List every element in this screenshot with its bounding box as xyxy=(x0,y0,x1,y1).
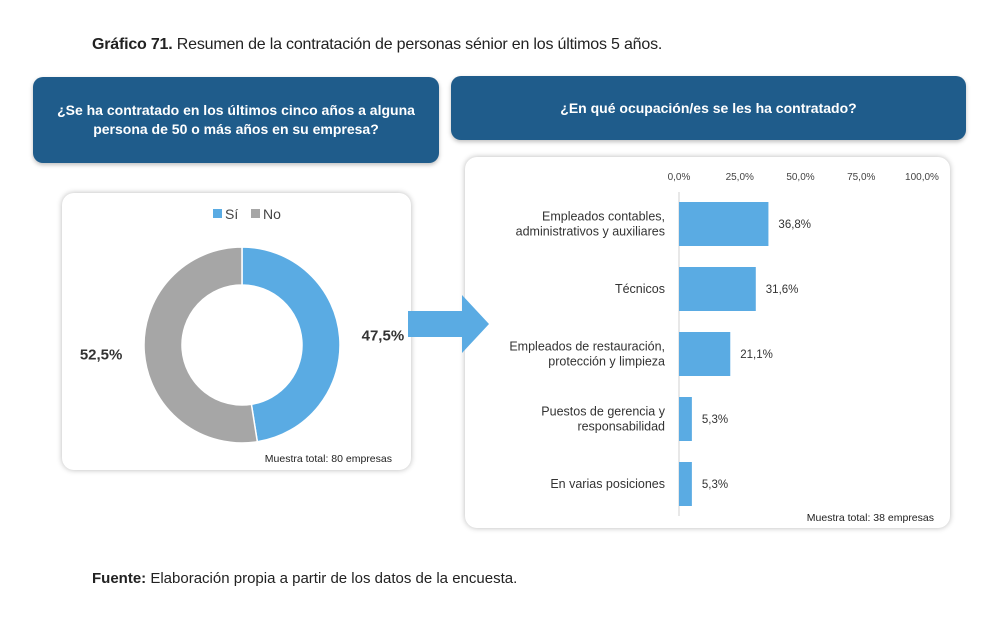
left-question-line-2: persona de 50 o más años en su empresa? xyxy=(93,121,379,137)
bar xyxy=(679,462,692,506)
bar-category-label-line: administrativos y auxiliares xyxy=(516,225,665,239)
bar-category-label: En varias posiciones xyxy=(550,477,665,491)
bar xyxy=(679,202,769,246)
donut-slice-no xyxy=(143,246,259,444)
legend-label-si: Sí xyxy=(225,206,238,222)
bar xyxy=(679,397,692,441)
bar-category-label-line: Empleados contables, xyxy=(542,210,665,224)
bar-value-labels: 36,8% 31,6% 21,1% 5,3% 5,3% xyxy=(702,219,811,491)
bar-value-label: 5,3% xyxy=(702,414,728,426)
right-question-text: ¿En qué ocupación/es se les ha contratad… xyxy=(560,99,857,116)
figure-title-text: Resumen de la contratación de personas s… xyxy=(176,36,663,53)
flow-arrow-icon xyxy=(408,295,489,353)
source-note: Fuente: Elaboración propia a partir de l… xyxy=(92,570,517,587)
right-question-banner: ¿En qué ocupación/es se les ha contratad… xyxy=(451,76,966,140)
x-tick-label: 75,0% xyxy=(847,172,875,183)
bar-category-label-line: Puestos de gerencia y xyxy=(541,405,665,419)
legend-label-no: No xyxy=(263,206,281,222)
donut-slice-si xyxy=(241,246,341,443)
legend-swatch-si xyxy=(213,209,222,218)
bar-x-axis-ticks: 0,0% 25,0% 50,0% 75,0% 100,0% xyxy=(668,172,939,183)
x-tick-label: 50,0% xyxy=(786,172,814,183)
figure-label: Gráfico 71. xyxy=(92,36,173,53)
donut-value-label-si: 47,5% xyxy=(362,328,405,345)
x-tick-label: 100,0% xyxy=(905,172,939,183)
source-text: Elaboración propia a partir de los datos… xyxy=(150,570,518,587)
bar-category-label-line: protección y limpieza xyxy=(548,355,665,369)
bar-value-label: 21,1% xyxy=(740,349,773,361)
donut-sample-note: Muestra total: 80 empresas xyxy=(265,453,392,465)
bar-series xyxy=(679,202,769,506)
bar-category-label-line: Empleados de restauración, xyxy=(509,340,665,354)
bar xyxy=(679,332,731,376)
donut-value-label-no: 52,5% xyxy=(80,346,123,363)
x-tick-label: 25,0% xyxy=(726,172,754,183)
left-question-banner: ¿Se ha contratado en los últimos cinco a… xyxy=(33,77,439,163)
bar-category-label: Técnicos xyxy=(615,282,665,296)
bar-category-label: Puestos de gerencia y responsabilidad xyxy=(541,405,665,434)
legend-swatch-no xyxy=(251,209,260,218)
bar-sample-note: Muestra total: 38 empresas xyxy=(807,512,934,524)
x-tick-label: 0,0% xyxy=(668,172,691,183)
bar-category-label-line: En varias posiciones xyxy=(550,477,665,491)
bar xyxy=(679,267,756,311)
figure-title: Gráfico 71. Resumen de la contratación d… xyxy=(92,36,662,54)
bar-category-label-line: responsabilidad xyxy=(577,420,665,434)
bar-value-label: 36,8% xyxy=(778,219,811,231)
left-question-line-1: ¿Se ha contratado en los últimos cinco a… xyxy=(57,102,415,118)
bar-value-label: 31,6% xyxy=(766,284,799,296)
bar-value-label: 5,3% xyxy=(702,479,728,491)
source-label: Fuente: xyxy=(92,570,147,587)
bar-category-label: Empleados contables, administrativos y au… xyxy=(516,210,665,239)
bar-category-labels: Empleados contables, administrativos y au… xyxy=(509,210,665,492)
bar-category-label-line: Técnicos xyxy=(615,282,665,296)
bar-category-label: Empleados de restauración, protección y l… xyxy=(509,340,665,369)
